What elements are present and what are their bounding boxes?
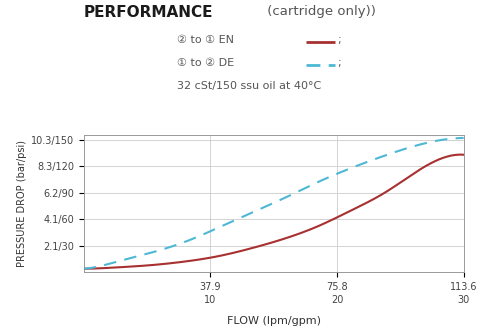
Text: (cartridge only)): (cartridge only))	[263, 5, 376, 18]
Text: PERFORMANCE: PERFORMANCE	[84, 5, 213, 20]
Text: ;: ;	[337, 58, 341, 68]
X-axis label: FLOW (lpm/gpm): FLOW (lpm/gpm)	[227, 316, 321, 326]
Text: ① to ② DE: ① to ② DE	[177, 58, 234, 68]
Text: ;: ;	[337, 35, 341, 45]
Text: ② to ① EN: ② to ① EN	[177, 35, 234, 45]
Text: 32 cSt/150 ssu oil at 40°C: 32 cSt/150 ssu oil at 40°C	[177, 81, 321, 91]
Y-axis label: PRESSURE DROP (bar/psi): PRESSURE DROP (bar/psi)	[17, 140, 27, 267]
